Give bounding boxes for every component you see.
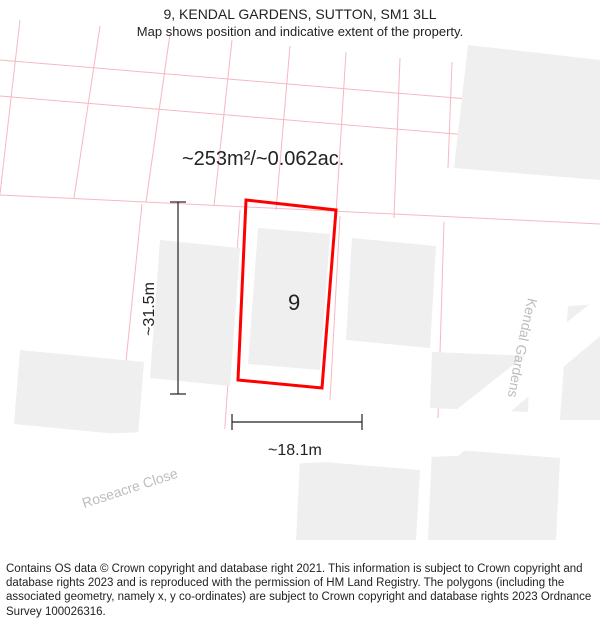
- building-shape: [14, 350, 144, 436]
- map-footer: Contains OS data © Crown copyright and d…: [0, 558, 600, 625]
- parcel-boundary: [0, 195, 600, 224]
- parcel-boundary: [74, 26, 100, 198]
- parcel-boundary: [0, 20, 20, 194]
- plot-number: 9: [288, 290, 300, 316]
- map-canvas: Kendal Gardens ~253m²/~0.062ac. 9 ~31.5m…: [0, 0, 600, 540]
- parcel-boundary: [448, 62, 452, 168]
- parcel-boundary: [394, 58, 400, 218]
- map-title: 9, KENDAL GARDENS, SUTTON, SM1 3LL: [0, 6, 600, 22]
- building-shape: [150, 240, 240, 386]
- building-shape: [296, 460, 420, 540]
- width-dim-label: ~18.1m: [268, 442, 322, 460]
- parcel-boundary: [276, 46, 290, 210]
- parcel-boundary: [214, 40, 232, 206]
- building-shape: [428, 448, 560, 540]
- map-header: 9, KENDAL GARDENS, SUTTON, SM1 3LL Map s…: [0, 0, 600, 39]
- area-label: ~253m²/~0.062ac.: [182, 148, 344, 171]
- parcel-boundary: [146, 34, 170, 202]
- parcel-boundary: [336, 52, 346, 214]
- building-shape: [346, 238, 436, 348]
- parcel-boundary: [330, 216, 340, 400]
- map-subtitle: Map shows position and indicative extent…: [0, 24, 600, 39]
- building-shape: [454, 45, 600, 180]
- height-dim-label: ~31.5m: [141, 282, 159, 336]
